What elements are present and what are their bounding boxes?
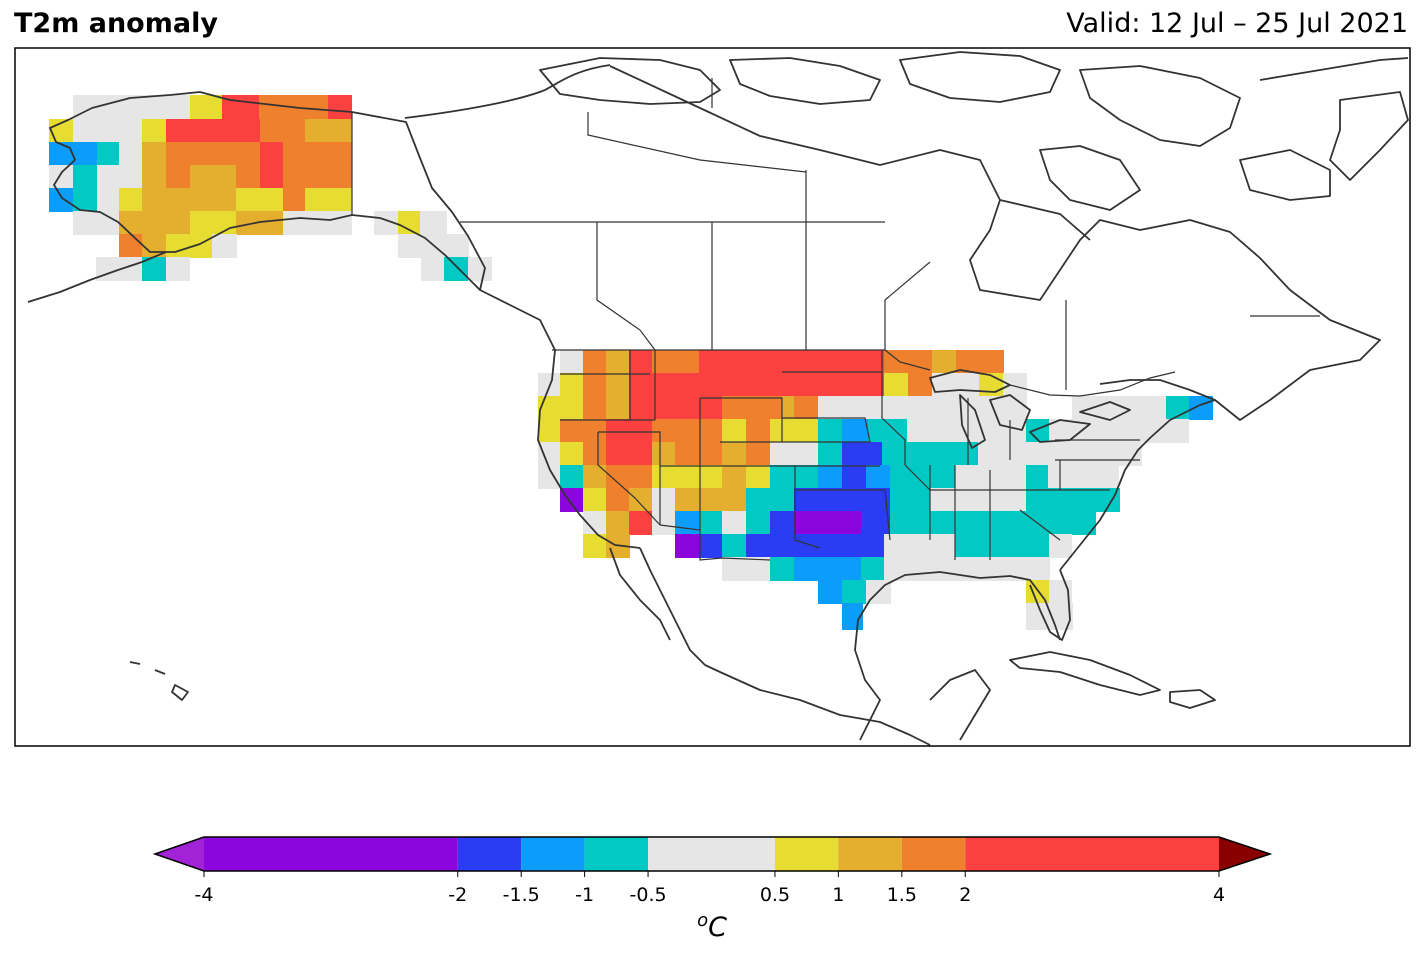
conus-cells: [538, 350, 1213, 630]
colorbar-tick-label: -1: [575, 884, 594, 906]
map-title: T2m anomaly: [14, 8, 218, 39]
political-borders: [351, 78, 1320, 561]
anomaly-map: [14, 47, 1411, 747]
colorbar-segment: [774, 837, 839, 871]
colorbar-ticks: -4 -2 -1.5 -1 -0.5 0.5 1 1.5 2 4: [195, 871, 1225, 906]
colorbar-tick-label: 4: [1213, 884, 1225, 906]
colorbar-tick-label: 1.5: [887, 884, 917, 906]
colorbar-unit-label: oC: [697, 910, 727, 943]
colorbar-tick-label: -4: [195, 884, 214, 906]
colorbar-tick-label: 1: [832, 884, 844, 906]
unit-superscript: o: [697, 910, 708, 931]
colorbar-segment: [648, 837, 775, 871]
colorbar-segment: [521, 837, 585, 871]
colorbar-segment: [965, 837, 1219, 871]
anomaly-grid: [49, 95, 1213, 630]
colorbar-tick-label: 0.5: [760, 884, 790, 906]
colorbar-segment: [584, 837, 649, 871]
colorbar-segment: [838, 837, 902, 871]
colorbar-tick-label: 2: [959, 884, 971, 906]
colorbar-tick-label: -1.5: [503, 884, 540, 906]
colorbar-segment: [204, 837, 458, 871]
valid-period: Valid: 12 Jul – 25 Jul 2021: [1066, 8, 1408, 39]
colorbar-tick-label: -0.5: [630, 884, 667, 906]
colorbar-over-arrow: [1219, 837, 1270, 871]
unit-letter: C: [708, 912, 727, 943]
colorbar-tick-label: -2: [448, 884, 467, 906]
colorbar-under-arrow: [155, 837, 204, 871]
map-frame: [14, 47, 1411, 747]
alaska-cells: [49, 95, 492, 281]
colorbar-segments: [204, 837, 1219, 871]
colorbar-segment: [901, 837, 966, 871]
colorbar-segment: [457, 837, 522, 871]
